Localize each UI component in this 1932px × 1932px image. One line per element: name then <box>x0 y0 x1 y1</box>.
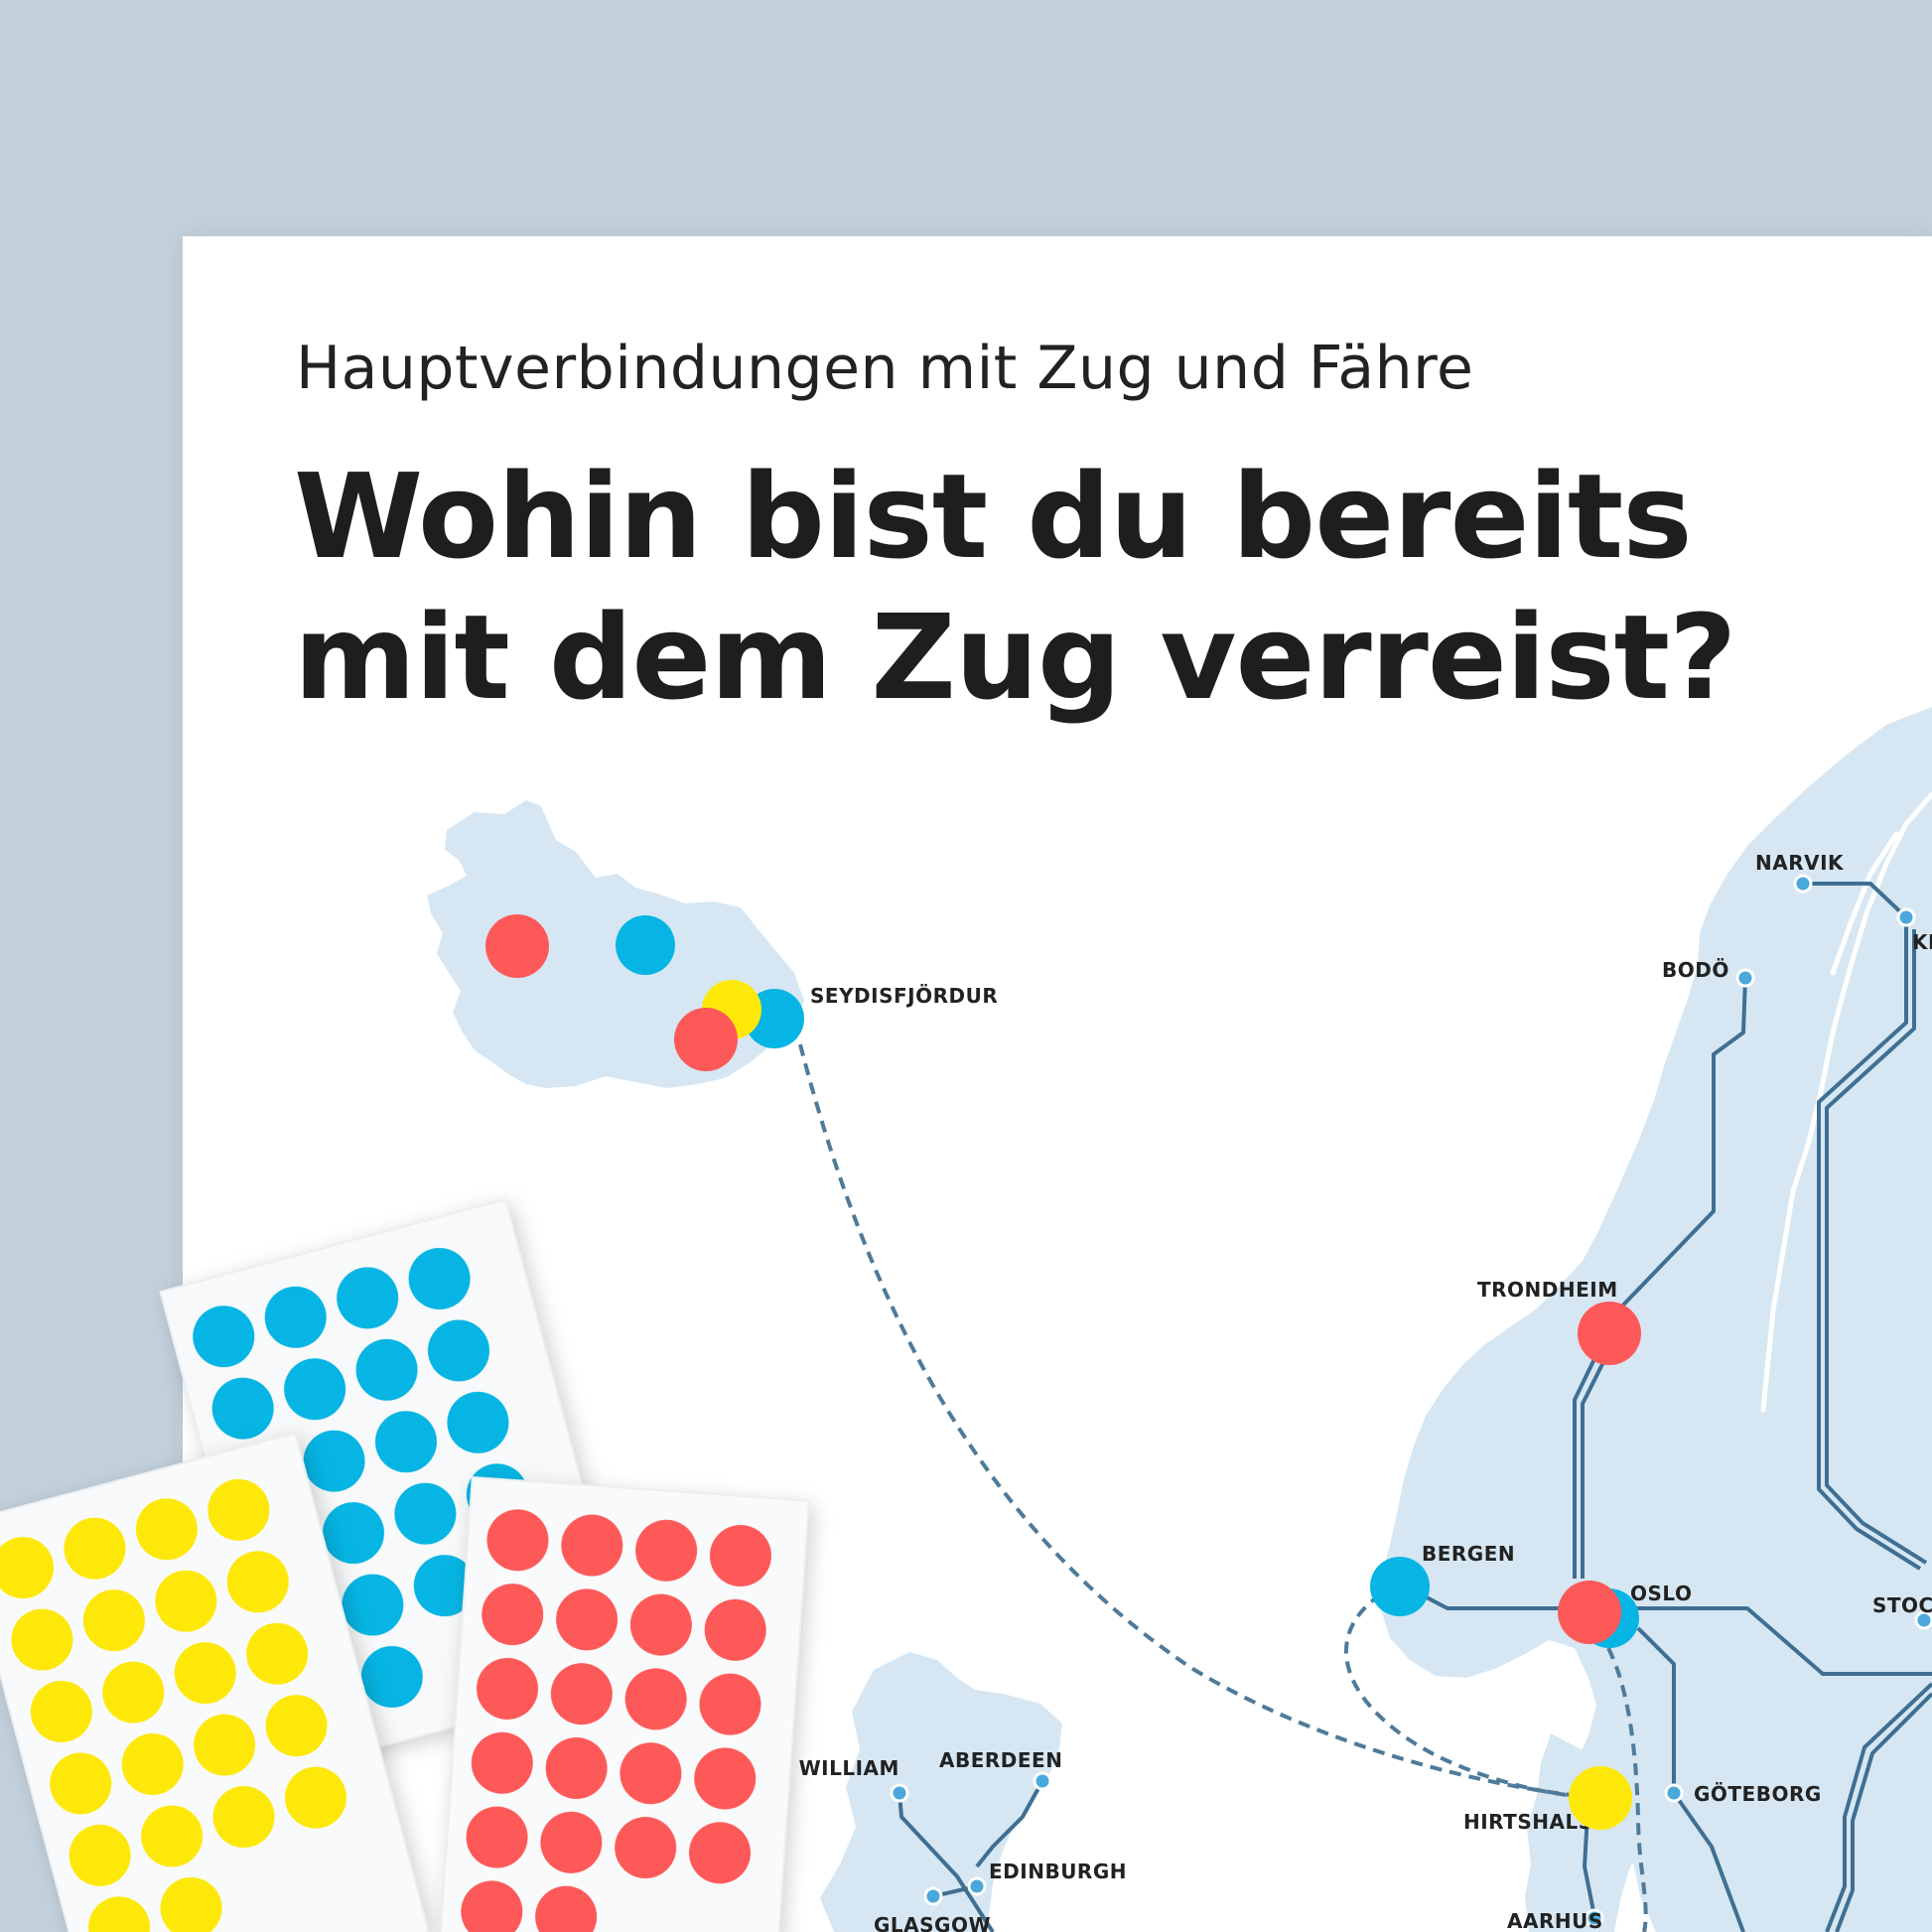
station-aberdeen[interactable] <box>1033 1771 1052 1791</box>
station-bodo[interactable] <box>1735 968 1755 988</box>
ferry-bergen-hirtshals <box>1344 1583 1589 1799</box>
poster-title-line-1: Wohin bist du bereits <box>294 448 1693 585</box>
station-fort-william[interactable] <box>890 1783 909 1803</box>
land-scandinavia <box>1380 707 1932 1932</box>
sticker-red-iceland-west[interactable] <box>485 914 549 978</box>
rail-narvik-kiruna <box>1803 882 1908 919</box>
label-hirtshals: HIRTSHALS <box>1463 1810 1593 1834</box>
sticker-red-oslo[interactable] <box>1558 1581 1621 1644</box>
land-scotland <box>820 1652 1062 1932</box>
station-aarhus[interactable] <box>1585 1908 1604 1928</box>
rail-bodo-trondheim <box>1606 977 1747 1322</box>
sticker-sheet-yellow[interactable] <box>0 1432 431 1932</box>
ferry-seydisfjordur-hirtshals <box>798 1043 1589 1799</box>
land-iceland <box>427 800 804 1088</box>
ferry-routes <box>798 1043 1648 1932</box>
label-seydisfjordur: SEYDISFJÖRDUR <box>810 984 998 1008</box>
rail-north-sweden-2 <box>1825 929 1928 1565</box>
label-trondheim: TRONDHEIM <box>1477 1278 1618 1302</box>
station-glasgow[interactable] <box>923 1886 943 1906</box>
rail-oslo-goteborg <box>1636 1626 1676 1793</box>
city-labels: SEYDISFJÖRDUR NARVIK BODÖ KI TRONDHEIM B… <box>762 851 1932 1932</box>
label-glasgow: GLASGOW <box>874 1913 991 1932</box>
sticker-red-seydisfjordur[interactable] <box>674 1008 738 1071</box>
sticker-sheet-red[interactable] <box>436 1475 811 1932</box>
sheet-yellow-dots <box>0 1478 346 1932</box>
stations <box>890 874 1932 1928</box>
label-oslo: OSLO <box>1630 1582 1692 1605</box>
rail-sweden-south-2 <box>1835 1692 1932 1932</box>
station-stockholm[interactable] <box>1914 1610 1932 1630</box>
sticker-red-trondheim[interactable] <box>1578 1302 1641 1365</box>
label-aberdeen: ABERDEEN <box>939 1748 1062 1772</box>
label-kiruna: KI <box>1912 930 1932 954</box>
label-bergen: BERGEN <box>1422 1542 1515 1566</box>
rail-oslo-stockholm <box>1588 1606 1932 1676</box>
rail-sweden-south <box>1825 1682 1932 1932</box>
sticker-blue-iceland-north[interactable] <box>616 915 675 975</box>
sticker-yellow-hirtshals[interactable] <box>1569 1766 1632 1830</box>
rail-aberdeen-edinburgh <box>975 1780 1044 1868</box>
label-goteborg: GÖTEBORG <box>1694 1782 1822 1806</box>
station-narvik[interactable] <box>1793 874 1813 894</box>
station-edinburgh[interactable] <box>967 1876 987 1896</box>
label-aarhus: AARHUS <box>1507 1909 1603 1932</box>
poster-title-line-2: mit dem Zug verreist? <box>294 588 1736 726</box>
label-narvik: NARVIK <box>1755 851 1845 875</box>
rail-north-sweden <box>1817 917 1922 1571</box>
poster-subtitle: Hauptverbindungen mit Zug und Fähre <box>296 334 1474 403</box>
rail-lines <box>897 882 1932 1932</box>
poster-title: Wohin bist du bereits mit dem Zug verrei… <box>294 447 1736 728</box>
rail-goteborg-south <box>1672 1791 1745 1932</box>
label-stockholm: STOCK <box>1872 1593 1932 1617</box>
sticker-blue-bergen[interactable] <box>1370 1557 1430 1616</box>
river-details <box>1760 791 1932 1413</box>
label-bodo: BODÖ <box>1662 958 1729 982</box>
station-kiruna[interactable] <box>1896 907 1916 927</box>
label-edinburgh: EDINBURGH <box>989 1860 1127 1883</box>
placed-stickers <box>485 914 1641 1830</box>
station-goteborg[interactable] <box>1664 1783 1684 1803</box>
ferry-oslo-hirtshals <box>1606 1647 1648 1932</box>
rail-fortwilliam-glasgow <box>897 1792 995 1932</box>
sheet-red-dots <box>461 1509 771 1932</box>
